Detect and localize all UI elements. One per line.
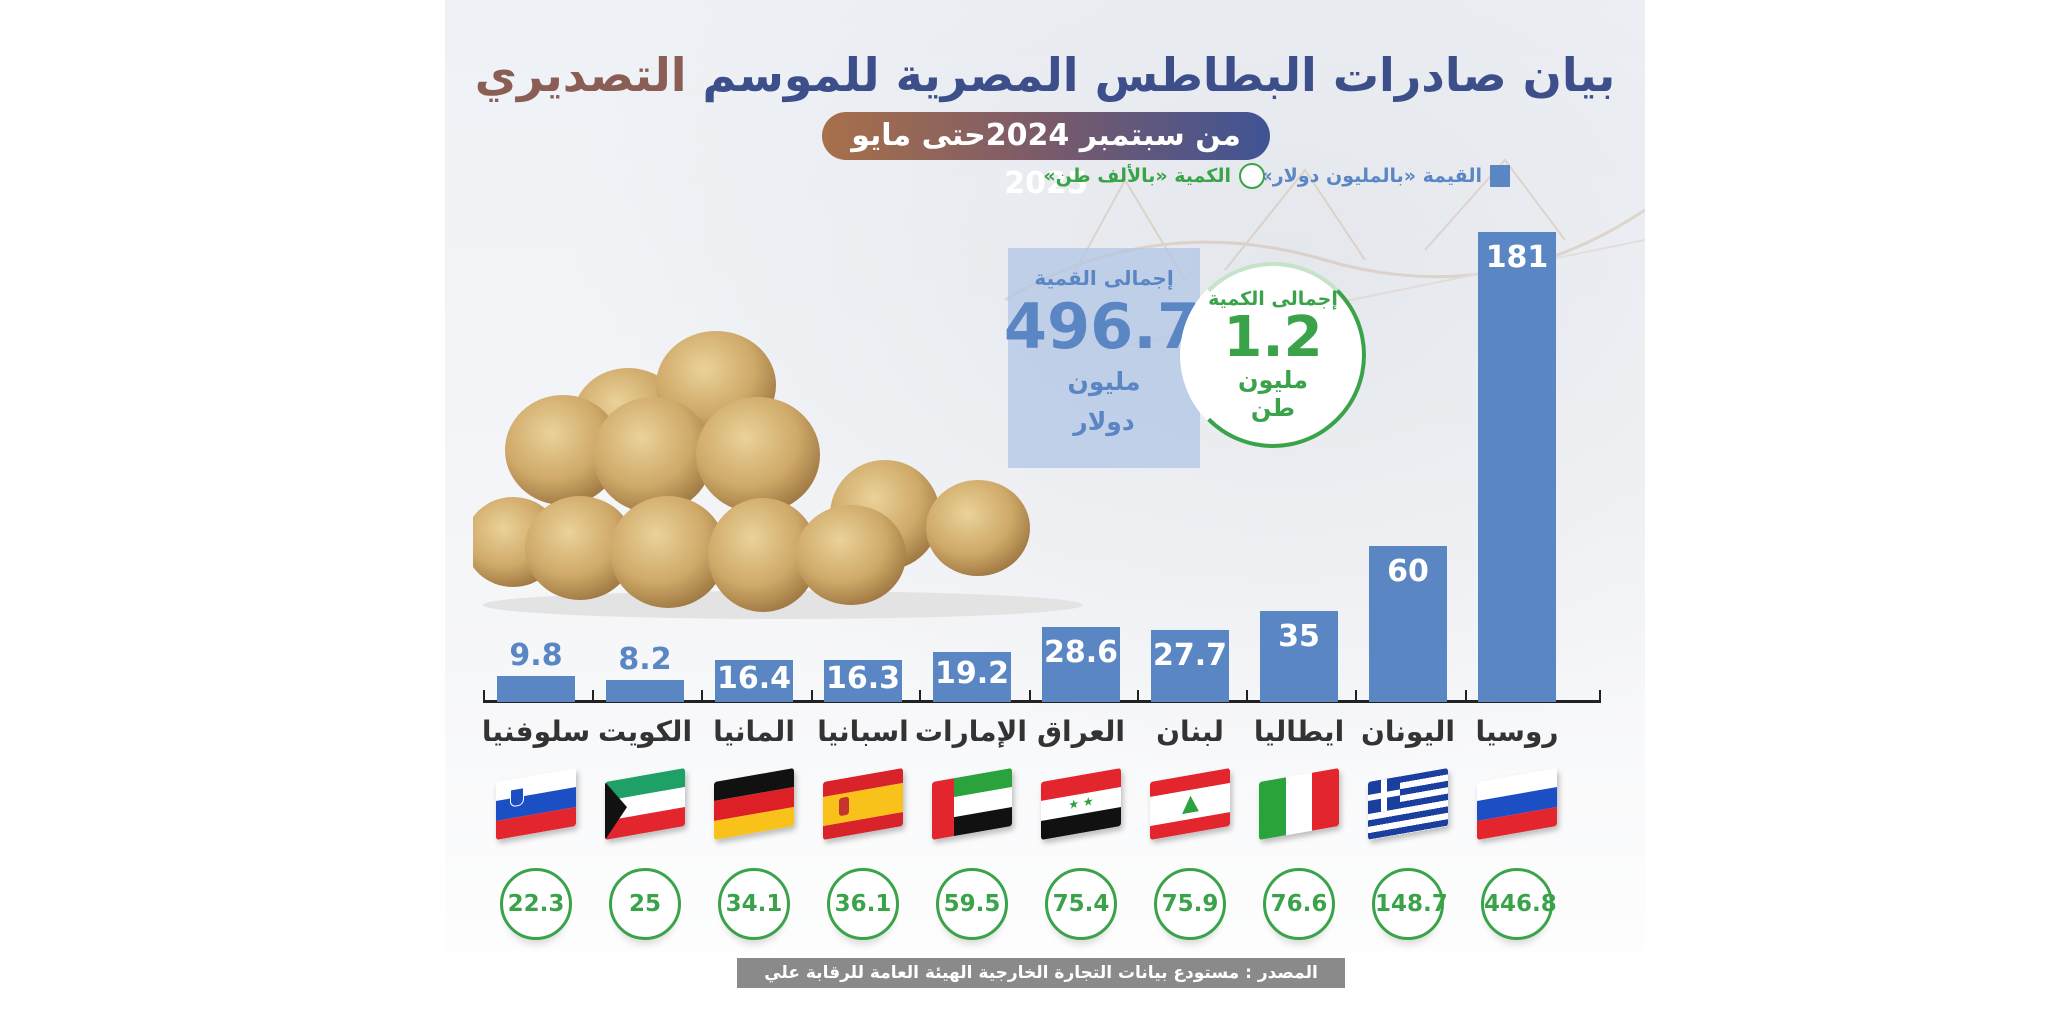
qty-lebanon: 75.9	[1154, 868, 1226, 940]
country-label-kuwait: الكويت	[597, 715, 693, 748]
qty-greece: 148.7	[1372, 868, 1448, 940]
total-value-amount: 496.7	[1003, 290, 1200, 363]
total-value-unit-2: دولار	[1073, 407, 1135, 436]
qty-uae: 59.5	[936, 868, 1008, 940]
bar-russia: 181	[1478, 232, 1556, 702]
country-label-slovenia: سلوفنيا	[481, 715, 591, 748]
country-label-iraq: العراق	[1037, 715, 1125, 748]
legend-quantity: الكمية «بالألف طن»	[1043, 163, 1265, 189]
legend-value: القيمة «بالمليون دولار»	[1260, 165, 1510, 187]
bar-kuwait: 8.2	[606, 642, 684, 702]
bar-value: 16.4	[716, 661, 792, 696]
bar-value: 28.6	[1043, 635, 1119, 670]
qty-spain: 36.1	[827, 868, 899, 940]
bar-value: 27.7	[1152, 638, 1228, 673]
axis-tick	[1465, 690, 1467, 702]
axis-tick	[1029, 690, 1031, 702]
total-quantity-unit-1: مليون	[1238, 366, 1308, 394]
qty-iraq: 75.4	[1045, 868, 1117, 940]
potatoes-illustration	[473, 331, 1083, 619]
infographic: بيان صادرات البطاطس المصرية للموسم التصد…	[445, 0, 1645, 1024]
total-quantity-amount: 1.2	[1223, 305, 1323, 370]
total-quantity-unit-2: طن	[1250, 394, 1296, 422]
country-label-russia: روسيا	[1475, 715, 1559, 748]
total-value-unit-1: مليون	[1067, 367, 1141, 396]
legend-value-label: القيمة «بالمليون دولار»	[1260, 165, 1482, 187]
total-value-box: إجمالى القمية 496.7 مليون دولار	[1003, 248, 1200, 468]
qty-italy: 76.6	[1263, 868, 1335, 940]
period-subtitle: من سبتمبر 2024حتى مايو 2025	[822, 112, 1270, 201]
axis-tick	[1599, 690, 1601, 702]
axis-tick	[1246, 690, 1248, 702]
country-label-greece: اليونان	[1360, 715, 1456, 748]
axis-tick	[592, 690, 594, 702]
title-part-2: التصديري	[474, 48, 687, 102]
bar-value: 60	[1387, 554, 1429, 589]
legend-circle-swatch-icon	[1239, 163, 1265, 189]
bar-value: 9.8	[509, 638, 563, 673]
total-quantity-circle: إجمالى الكمية 1.2 مليون طن	[1180, 262, 1366, 448]
title-part-1: بيان صادرات البطاطس المصرية للموسم	[702, 48, 1616, 102]
bar-italy: 35	[1260, 611, 1338, 702]
bar-lebanon: 27.7	[1151, 630, 1229, 702]
bar-value: 181	[1485, 240, 1549, 275]
source-note: المصدر : مستودع بيانات التجارة الخارجية …	[737, 958, 1345, 1013]
country-label-lebanon: لبنان	[1156, 715, 1224, 748]
axis-tick	[1355, 690, 1357, 702]
qty-germany: 34.1	[718, 868, 790, 940]
legend-bar-swatch-icon	[1490, 165, 1510, 187]
country-label-germany: المانيا	[713, 715, 795, 748]
axis-tick	[811, 690, 813, 702]
bar-value: 16.3	[825, 661, 901, 696]
axis-tick	[483, 690, 485, 702]
bar-germany: 16.4	[715, 660, 793, 702]
country-label-italy: ايطاليا	[1253, 715, 1345, 748]
qty-slovenia: 22.3	[500, 868, 572, 940]
qty-kuwait: 25	[609, 868, 681, 940]
country-label-spain: اسبانيا	[817, 715, 909, 748]
bar-slovenia: 9.8	[497, 638, 575, 702]
legend-quantity-label: الكمية «بالألف طن»	[1043, 165, 1231, 187]
axis-tick	[1137, 690, 1139, 702]
bar-value: 35	[1278, 619, 1320, 654]
country-label-uae: الإمارات	[914, 715, 1027, 748]
bar-value: 19.2	[934, 656, 1010, 691]
bar-spain: 16.3	[824, 660, 902, 702]
qty-russia: 446.8	[1481, 868, 1557, 940]
axis-tick	[701, 690, 703, 702]
bar-greece: 60	[1369, 546, 1447, 702]
axis-tick	[919, 690, 921, 702]
chart-title: بيان صادرات البطاطس المصرية للموسم التصد…	[445, 48, 1645, 102]
total-quantity-label: إجمالى الكمية	[1208, 288, 1338, 310]
bar-uae: 19.2	[933, 652, 1011, 702]
bar-value: 8.2	[618, 642, 672, 677]
bar-iraq: 28.6	[1042, 627, 1120, 702]
total-value-label: إجمالى القمية	[1034, 266, 1174, 290]
